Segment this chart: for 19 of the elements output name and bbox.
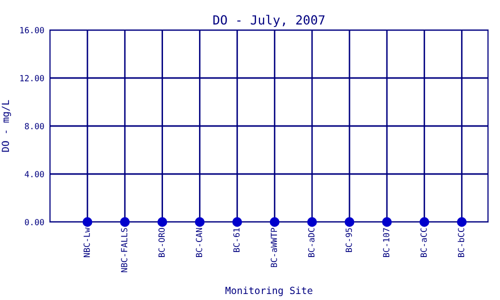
- x-tick-label: BC-61: [233, 228, 240, 252]
- x-tick-label: BC-107: [383, 228, 390, 257]
- y-tick-label: 0.00: [24, 219, 44, 226]
- y-axis-title: DO - mg/L: [2, 100, 12, 152]
- x-tick-label: BC-ORO: [158, 228, 165, 257]
- x-tick-label: BC-bCC: [458, 228, 464, 257]
- x-tick-label: BC-CAN: [196, 228, 202, 257]
- x-tick-label: BC-aWWTP: [270, 228, 278, 268]
- x-tick-label: BC-aDC: [308, 228, 314, 257]
- x-tick-label: BC-aCC: [420, 228, 427, 257]
- y-tick-label: 16.00: [20, 27, 44, 34]
- x-tick-label: NBC-FALLS: [121, 228, 128, 272]
- y-tick-label: 12.00: [20, 75, 44, 82]
- y-tick-label: 4.00: [24, 171, 44, 178]
- x-tick-label: NBC-Lw: [84, 228, 90, 258]
- y-tick-label: 8.00: [24, 123, 44, 130]
- x-tick-label: BC-95: [346, 228, 352, 252]
- chart-title: DO - July, 2007: [213, 14, 325, 28]
- x-axis-title: Monitoring Site: [226, 286, 312, 296]
